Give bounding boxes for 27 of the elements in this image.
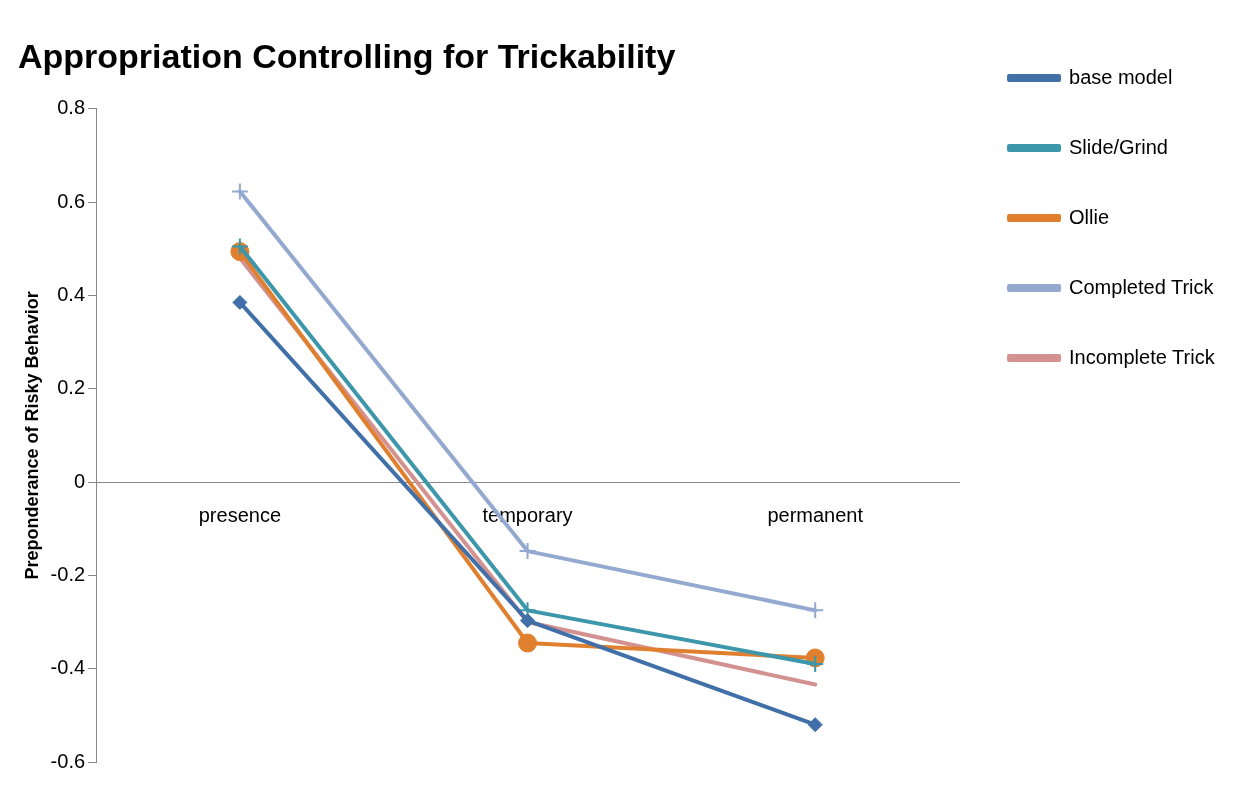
point — [230, 237, 249, 256]
chart-title: Appropriation Controlling for Trickability — [18, 36, 676, 75]
point — [230, 182, 249, 201]
y-tick-label: 0 — [73, 469, 86, 492]
y-tick-label: 0.2 — [57, 376, 86, 399]
legend-label: Slide/Grind — [1069, 135, 1168, 158]
point — [806, 655, 825, 674]
x-tick-label: presence — [198, 503, 282, 526]
x-tick-label: temporary — [482, 503, 573, 526]
y-tick-label: 0.4 — [57, 282, 86, 305]
point — [806, 601, 825, 620]
point — [807, 717, 823, 733]
y-tick-label: 0.6 — [57, 189, 86, 212]
point — [520, 613, 536, 629]
point — [232, 294, 248, 310]
legend-label: base model — [1069, 65, 1173, 88]
legend-label: Incomplete Trick — [1069, 345, 1216, 368]
legend-label: Completed Trick — [1069, 275, 1215, 298]
y-axis-title: Preponderance of Risky Behavior — [21, 291, 42, 580]
y-tick-label: 0.8 — [57, 96, 86, 119]
point — [518, 633, 538, 653]
y-tick-label: -0.6 — [50, 749, 86, 772]
y-tick-label: -0.4 — [50, 656, 86, 679]
legend-label: Ollie — [1069, 205, 1110, 228]
point — [518, 542, 537, 561]
y-tick-label: -0.2 — [50, 562, 86, 585]
x-tick-label: permanent — [767, 503, 864, 526]
